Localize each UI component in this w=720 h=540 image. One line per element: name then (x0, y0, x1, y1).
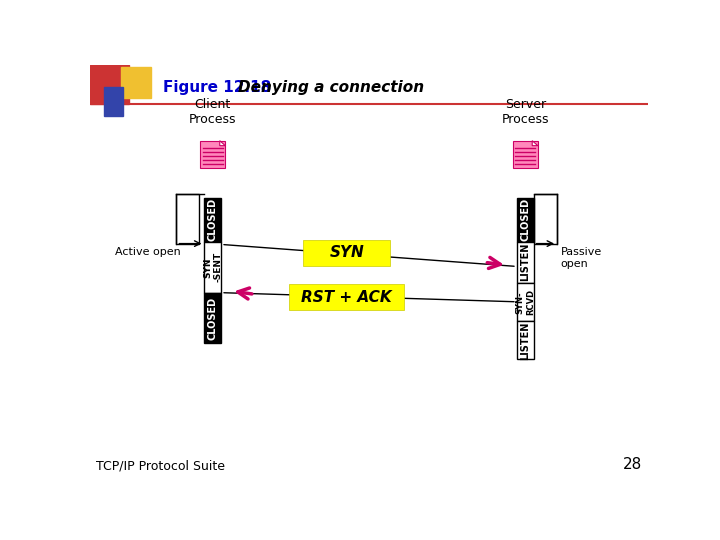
Polygon shape (220, 141, 225, 146)
Bar (534, 194, 557, 244)
Polygon shape (532, 141, 538, 146)
Text: LISTEN: LISTEN (521, 321, 530, 360)
Text: Server
Process: Server Process (502, 98, 549, 126)
Bar (204, 293, 221, 343)
Bar (104, 87, 124, 116)
Text: Denying a connection: Denying a connection (238, 80, 424, 95)
Text: CLOSED: CLOSED (208, 198, 217, 241)
Text: Client
Process: Client Process (189, 98, 236, 126)
Text: SYN
-SENT: SYN -SENT (203, 252, 222, 282)
FancyBboxPatch shape (303, 240, 390, 266)
Bar (517, 283, 534, 321)
Bar (204, 241, 221, 293)
Bar (517, 321, 534, 359)
Bar (517, 198, 534, 241)
Text: SYN-
RCVD: SYN- RCVD (516, 289, 535, 315)
Text: CLOSED: CLOSED (521, 198, 530, 241)
Text: TCP/IP Protocol Suite: TCP/IP Protocol Suite (96, 460, 225, 472)
Bar (90, 65, 129, 104)
Text: SYN: SYN (329, 245, 364, 260)
Bar (204, 198, 221, 241)
Bar (517, 241, 534, 283)
Text: RST + ACK: RST + ACK (301, 290, 392, 305)
Text: Passive
open: Passive open (560, 247, 602, 268)
Text: Active open: Active open (115, 247, 181, 257)
FancyBboxPatch shape (289, 285, 404, 310)
Text: 28: 28 (624, 457, 642, 472)
Bar (176, 194, 199, 244)
FancyBboxPatch shape (200, 141, 225, 168)
Bar (121, 67, 151, 98)
Text: CLOSED: CLOSED (208, 296, 217, 340)
Text: Figure 12.18: Figure 12.18 (163, 80, 271, 95)
Text: LISTEN: LISTEN (521, 243, 530, 281)
FancyBboxPatch shape (513, 141, 538, 168)
